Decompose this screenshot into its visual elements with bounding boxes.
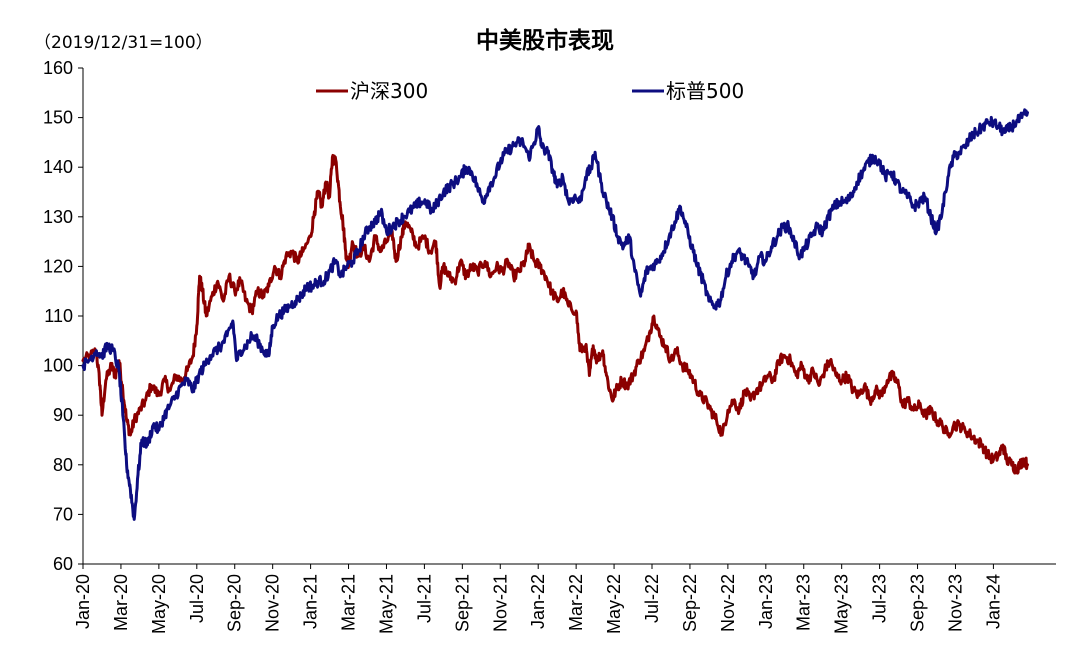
legend-label-sp500: 标普500 <box>666 79 744 103</box>
x-tick-label: Sep-20 <box>225 574 245 632</box>
y-tick-label: 80 <box>53 455 73 475</box>
x-tick-label: Nov-23 <box>945 574 965 632</box>
y-tick-label: 70 <box>53 504 73 524</box>
y-tick-label: 130 <box>43 207 73 227</box>
y-tick-label: 140 <box>43 157 73 177</box>
legend: 沪深300 标普500 <box>316 79 744 103</box>
x-tick-label: Nov-22 <box>718 574 738 632</box>
x-tick-label: Mar-23 <box>794 574 814 631</box>
x-tick-label: Sep-22 <box>680 574 700 632</box>
y-tick-label: 150 <box>43 108 73 128</box>
x-tick-label: Jul-21 <box>414 574 434 623</box>
x-tick-label: Jan-24 <box>983 574 1003 629</box>
x-tick-label: May-23 <box>832 574 852 634</box>
x-tick-label: Jan-22 <box>528 574 548 629</box>
series-line-csi300 <box>81 153 1029 475</box>
x-tick-label: May-22 <box>604 574 624 634</box>
y-tick-label: 90 <box>53 405 73 425</box>
y-tick-label: 110 <box>44 306 73 326</box>
series-line-sp500 <box>81 108 1029 521</box>
x-tick-label: Mar-21 <box>339 574 359 631</box>
x-tick-label: May-21 <box>376 574 396 634</box>
x-tick-label: Jul-22 <box>642 574 662 623</box>
x-tick-label: Nov-20 <box>263 574 283 632</box>
x-tick-label: May-20 <box>149 574 169 634</box>
index-base-note: （2019/12/31=100） <box>34 33 213 53</box>
x-tick-label: Mar-20 <box>111 574 131 631</box>
x-tick-label: Jan-21 <box>301 574 321 629</box>
x-tick-label: Jul-23 <box>870 574 890 623</box>
x-tick-label: Jan-23 <box>756 574 776 629</box>
x-tick-label: Jul-20 <box>187 574 207 623</box>
plot-area <box>81 108 1029 521</box>
x-tick-label: Sep-23 <box>908 574 928 632</box>
x-tick-label: Nov-21 <box>490 574 510 632</box>
x-tick-label: Sep-21 <box>452 574 472 632</box>
chart-title: 中美股市表现 <box>476 27 614 54</box>
y-tick-label: 100 <box>43 356 73 376</box>
x-tick-label: Jan-20 <box>73 574 93 629</box>
x-tick-label: Mar-22 <box>566 574 586 631</box>
y-tick-label: 120 <box>43 256 73 276</box>
y-tick-label: 160 <box>43 58 73 78</box>
axes: 60 70 80 90 100 110 120 130 140 150 160 Jan-20 Mar-2… <box>43 58 1056 634</box>
legend-label-csi300: 沪深300 <box>350 79 428 103</box>
y-tick-label: 60 <box>53 554 73 574</box>
